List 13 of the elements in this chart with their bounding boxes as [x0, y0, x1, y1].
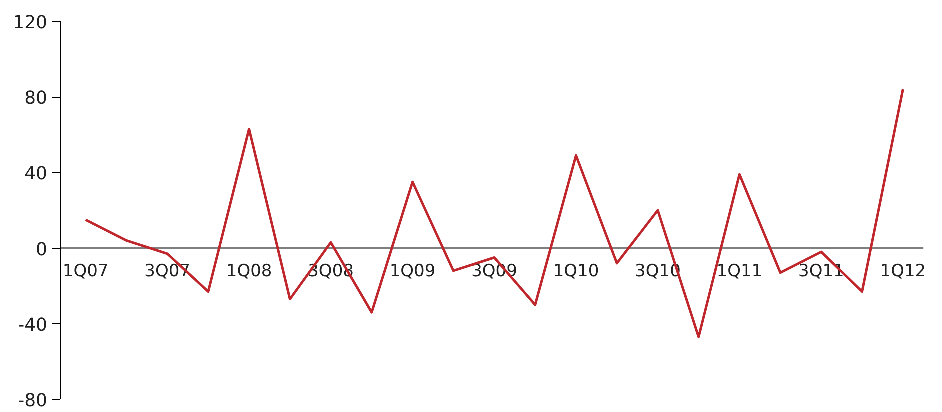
x-tick-label: 3Q11: [798, 261, 844, 282]
y-tick-label: 120: [13, 12, 48, 34]
x-tick-label: 1Q11: [716, 261, 763, 282]
y-tick-label: 0: [36, 239, 48, 260]
x-tick-label: 1Q12: [880, 261, 926, 282]
y-tick-label: -40: [18, 314, 48, 336]
y-tick-label: -80: [18, 390, 48, 412]
y-tick-label: 80: [24, 88, 48, 110]
x-tick-label: 1Q10: [553, 261, 600, 282]
x-tick-label: 1Q09: [390, 261, 436, 282]
y-tick-label: 40: [24, 164, 48, 185]
x-tick-label: 1Q07: [62, 261, 109, 282]
x-tick-label: 1Q08: [226, 261, 272, 282]
